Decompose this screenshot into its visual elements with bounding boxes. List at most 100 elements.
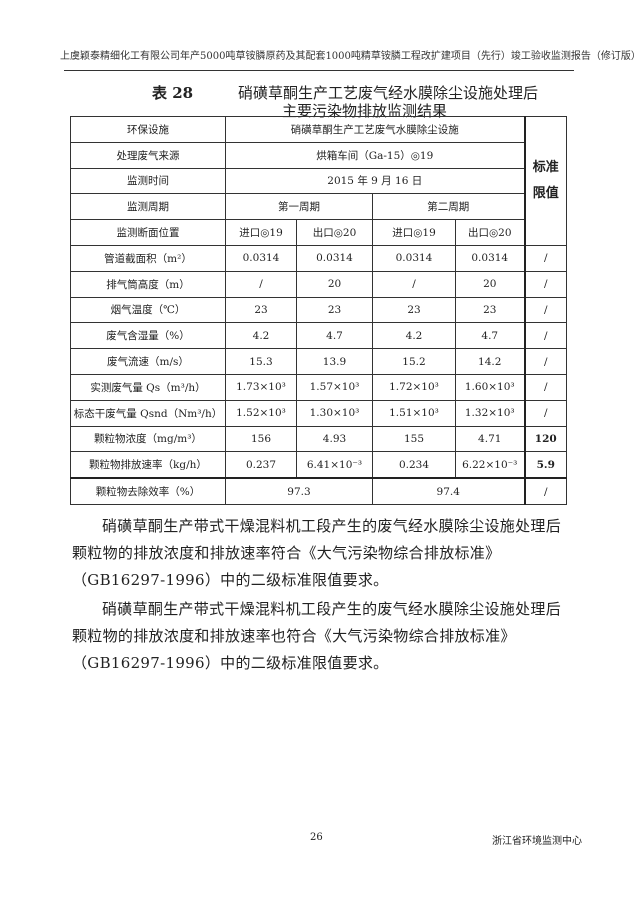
standard-cell: / [523,296,567,324]
cell: 15.2 [372,348,456,375]
cell: 20 [455,270,525,298]
row-label: 实测废气量 Qs（m³/h） [70,373,226,401]
paragraph: 硝磺草酮生产带式干燥混料机工段产生的废气经水膜除尘设施处理后颗粒物的排放浓度和排… [72,517,562,589]
cell: 1.30×10³ [296,399,373,427]
footer-organization: 浙江省环境监测中心 [492,836,582,847]
standard-cell: / [523,348,567,375]
standard-cell: / [523,322,567,350]
monitoring-results-table: 环保设施 硝磺草酮生产工艺废气水膜除尘设施 标准 限值 处理废气来源 烘箱车间（… [70,116,567,505]
cell: 0.237 [225,451,297,479]
cell: 进口◎19 [225,219,297,246]
cell: 4.2 [225,322,297,350]
table-row: 废气流速（m/s） 15.3 13.9 15.2 14.2/ [70,348,567,375]
cell: 23 [455,296,525,324]
cell: 1.60×10³ [455,373,525,401]
standard-cell: / [523,399,567,427]
row-label: 烟气温度（℃） [70,296,226,324]
cell: 烘箱车间（Ga-15）◎19 [225,141,525,169]
cell: / [372,270,456,298]
table-title-line1: 硝磺草酮生产工艺废气经水膜除尘设施处理后 [238,84,539,102]
standard-header: 标准 限值 [523,116,567,246]
table-row: 排气筒高度（m）/20/20/ [70,270,567,298]
cell: 4.93 [296,425,373,453]
cell: 进口◎19 [372,219,456,246]
standard-cell: / [523,244,567,272]
row-label: 监测断面位置 [70,219,226,246]
standard-cell: / [523,373,567,401]
paragraph: 硝磺草酮生产带式干燥混料机工段产生的废气经水膜除尘设施处理后颗粒物的排放浓度和排… [72,600,562,672]
standard-header-line2: 限值 [532,185,559,201]
cell: 1.73×10³ [225,373,297,401]
cell: 第二周期 [372,193,525,221]
cell: 1.52×10³ [225,399,297,427]
table-row: 处理废气来源 烘箱车间（Ga-15）◎19 [70,141,567,169]
row-label: 废气流速（m/s） [70,348,226,375]
table-row: 环保设施 硝磺草酮生产工艺废气水膜除尘设施 标准 限值 [70,116,567,246]
cell: 第一周期 [225,193,373,221]
table-row: 实测废气量 Qs（m³/h） 1.73×10³ 1.57×10³ 1.72×10³ 1.… [70,373,567,401]
row-label: 标态干废气量 Qsnd（Nm³/h） [70,399,226,427]
row-label: 监测周期 [70,193,226,221]
row-label: 废气含湿量（%） [70,322,226,350]
table-row: 监测时间 2015 年 9 月 16 日 [70,167,567,195]
cell: / [225,270,297,298]
cell: 0.0314 [296,244,373,272]
cell: 97.4 [372,477,525,505]
table-row: 颗粒物排放速率（kg/h） 0.237 6.41×10⁻³ 0.234 6.22×10⁻… [70,451,567,479]
running-header: 上虞颖泰精细化工有限公司年产5000吨草铵膦原药及其配套1000吨精草铵膦工程改… [60,51,636,62]
row-label: 颗粒物浓度（mg/m³） [70,425,226,453]
cell: 14.2 [455,348,525,375]
row-label: 排气筒高度（m） [70,270,226,298]
cell: 4.71 [455,425,525,453]
row-label: 颗粒物去除效率（%） [70,477,226,505]
table-row: 烟气温度（℃） 23 23 23 23/ [70,296,567,324]
table-row: 颗粒物去除效率（%） 97.3 97.4 / [70,477,567,505]
cell: 23 [372,296,456,324]
cell: 23 [296,296,373,324]
cell: 15.3 [225,348,297,375]
table-title-line2: 主要污染物排放监测结果 [282,102,448,120]
cell: 13.9 [296,348,373,375]
cell: 155 [372,425,456,453]
cell: 20 [296,270,373,298]
row-label: 监测时间 [70,167,226,195]
cell: 0.234 [372,451,456,479]
table-row: 标态干废气量 Qsnd（Nm³/h） 1.52×10³ 1.30×10³ 1.51×1… [70,399,567,427]
standard-cell: / [523,477,567,505]
cell: 156 [225,425,297,453]
cell: 0.0314 [455,244,525,272]
cell: 97.3 [225,477,373,505]
page-number: 26 [310,832,323,843]
cell: 23 [225,296,297,324]
header-divider [64,70,574,71]
table-row: 废气含湿量（%） 4.2 4.7 4.2 4.7/ [70,322,567,350]
standard-cell: 5.9 [523,451,567,479]
cell: 1.51×10³ [372,399,456,427]
cell: 4.2 [372,322,456,350]
cell: 0.0314 [372,244,456,272]
row-label: 颗粒物排放速率（kg/h） [70,451,226,479]
row-label: 管道截面积（m²） [70,244,226,272]
cell: 硝磺草酮生产工艺废气水膜除尘设施 [225,116,525,143]
cell: 出口◎20 [455,219,525,246]
cell: 6.41×10⁻³ [296,451,373,479]
table-number: 表 28 [152,84,194,102]
row-label: 处理废气来源 [70,141,226,169]
table-row: 监测周期 第一周期 第二周期 [70,193,567,221]
cell: 1.32×10³ [455,399,525,427]
cell: 2015 年 9 月 16 日 [225,167,525,195]
cell: 1.72×10³ [372,373,456,401]
cell: 4.7 [296,322,373,350]
table-row: 监测断面位置 进口◎19 出口◎20 进口◎19 出口◎20 [70,219,567,246]
table-row: 颗粒物浓度（mg/m³） 156 4.93 155 4.71 120 [70,425,567,453]
standard-cell: / [523,270,567,298]
cell: 出口◎20 [296,219,373,246]
standard-header-line1: 标准 [532,159,559,175]
cell: 4.7 [455,322,525,350]
row-label: 环保设施 [70,116,226,143]
table-row: 管道截面积（m²） 0.0314 0.0314 0.0314 0.0314/ [70,244,567,272]
cell: 6.22×10⁻³ [455,451,525,479]
cell: 0.0314 [225,244,297,272]
cell: 1.57×10³ [296,373,373,401]
